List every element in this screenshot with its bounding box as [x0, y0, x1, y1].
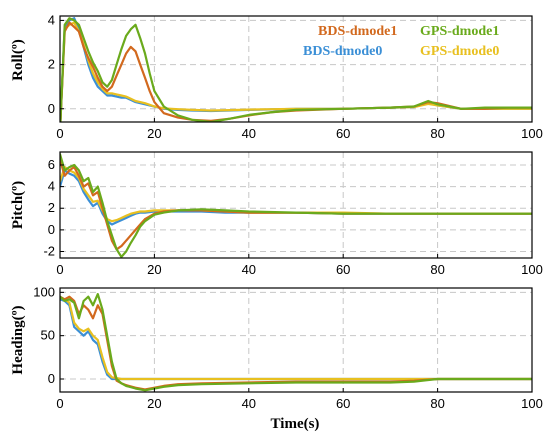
- x-tick-label: 100: [521, 126, 543, 141]
- x-tick-label: 80: [430, 262, 444, 277]
- x-tick-label: 60: [336, 396, 350, 411]
- y-axis-label: Pitch(º): [10, 181, 26, 229]
- legend-entry-gps-dmode1: GPS-dmode1: [420, 24, 499, 39]
- x-tick-label: 0: [56, 262, 63, 277]
- legend-entry-bds-dmode1: BDS-dmode1: [318, 24, 397, 39]
- y-tick-label: 6: [48, 157, 55, 172]
- y-tick-label: 0: [48, 222, 55, 237]
- x-tick-label: 80: [430, 126, 444, 141]
- axes-frame: [60, 288, 532, 392]
- x-tick-label: 80: [430, 396, 444, 411]
- series-line-bds-dmode1: [60, 297, 532, 390]
- legend-entry-bds-dmode0: BDS-dmode0: [303, 44, 382, 59]
- x-tick-label: 60: [336, 262, 350, 277]
- x-tick-label: 100: [521, 262, 543, 277]
- series-line-bds-dmode1: [60, 160, 532, 250]
- y-tick-label: 100: [33, 284, 55, 299]
- y-tick-label: 4: [48, 179, 55, 194]
- x-tick-label: 20: [147, 396, 161, 411]
- x-tick-label: 40: [242, 396, 256, 411]
- x-tick-label: 0: [56, 126, 63, 141]
- series-line-gps-dmode0: [60, 298, 532, 380]
- series-group: [60, 294, 532, 390]
- x-tick-label: 60: [336, 126, 350, 141]
- y-tick-label: 50: [41, 328, 55, 343]
- y-tick-label: 0: [48, 101, 55, 116]
- x-tick-label: 0: [56, 396, 63, 411]
- x-tick-label: 40: [242, 262, 256, 277]
- x-tick-label: 20: [147, 262, 161, 277]
- y-tick-label: 2: [48, 57, 55, 72]
- y-tick-label: -2: [43, 244, 55, 259]
- y-tick-label: 4: [48, 12, 55, 27]
- series-line-bds-dmode0: [60, 299, 532, 379]
- series-line-gps-dmode1: [60, 294, 532, 390]
- series-line-bds-dmode0: [60, 170, 532, 224]
- x-tick-label: 100: [521, 396, 543, 411]
- y-tick-label: 0: [48, 371, 55, 386]
- y-axis-label: Roll(º): [10, 39, 26, 81]
- series-group: [60, 154, 532, 257]
- legend-entry-gps-dmode0: GPS-dmode0: [420, 44, 499, 59]
- x-tick-label: 20: [147, 126, 161, 141]
- x-tick-label: 40: [242, 126, 256, 141]
- y-axis-label: Heading(º): [10, 305, 26, 374]
- x-axis-label: Time(s): [271, 416, 320, 432]
- legend: BDS-dmode1 GPS-dmode1 BDS-dmode0 GPS-dmo…: [303, 24, 499, 59]
- heading-panel: 0 20 40 60 80 100 0 50 100 Heading(º): [10, 284, 543, 411]
- y-tick-label: 2: [48, 200, 55, 215]
- series-line-gps-dmode1: [60, 154, 532, 257]
